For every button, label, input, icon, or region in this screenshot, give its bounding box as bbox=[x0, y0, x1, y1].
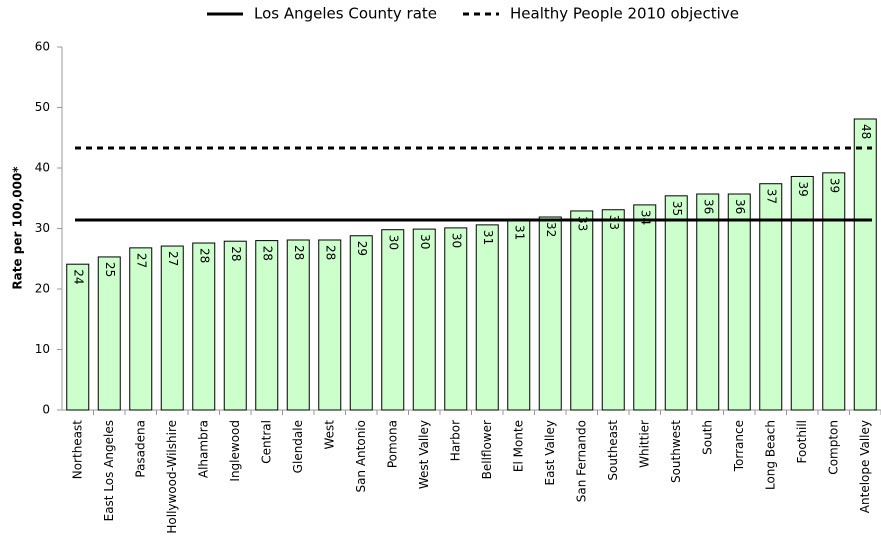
x-tick-label: Inglewood bbox=[228, 420, 242, 482]
value-label: 27 bbox=[134, 253, 148, 268]
x-tick-label: Long Beach bbox=[763, 420, 777, 490]
x-tick-label: Southeast bbox=[606, 420, 620, 481]
y-tick-label: 10 bbox=[35, 342, 50, 356]
x-tick-label: Torrance bbox=[732, 420, 746, 472]
value-label: 29 bbox=[355, 241, 369, 256]
value-label: 36 bbox=[701, 199, 715, 214]
x-tick-label: West Valley bbox=[417, 420, 431, 489]
x-tick-label: Alhambra bbox=[196, 420, 210, 478]
bar bbox=[286, 239, 310, 411]
y-tick-label: 20 bbox=[35, 282, 50, 296]
bar bbox=[790, 175, 814, 411]
bar bbox=[507, 219, 531, 411]
bar bbox=[570, 210, 594, 411]
value-label: 34 bbox=[638, 210, 652, 225]
bar bbox=[759, 183, 783, 411]
y-axis-label: Rate per 100,000* bbox=[11, 166, 25, 290]
value-label: 33 bbox=[607, 215, 621, 230]
bar bbox=[412, 228, 436, 411]
bar bbox=[318, 239, 342, 411]
y-tick-label: 60 bbox=[35, 40, 50, 54]
bar bbox=[66, 263, 90, 411]
bar bbox=[853, 118, 877, 411]
bar bbox=[538, 216, 562, 411]
bar bbox=[696, 193, 720, 411]
y-tick-label: 50 bbox=[35, 100, 50, 114]
x-tick-label: Pomona bbox=[385, 420, 399, 468]
x-tick-label: East Valley bbox=[543, 420, 557, 486]
bar bbox=[664, 195, 688, 411]
value-label: 31 bbox=[512, 225, 526, 240]
legend-label: Los Angeles County rate bbox=[254, 5, 437, 23]
x-tick-label: Bellflower bbox=[480, 420, 494, 479]
value-label: 28 bbox=[197, 248, 211, 263]
value-label: 48 bbox=[859, 124, 873, 139]
x-tick-label: Central bbox=[259, 420, 273, 464]
bar bbox=[601, 209, 625, 411]
bar bbox=[822, 172, 846, 411]
x-tick-label: El Monte bbox=[511, 420, 525, 472]
bar bbox=[475, 224, 499, 411]
bar bbox=[349, 235, 373, 411]
value-label: 39 bbox=[827, 178, 841, 193]
x-tick-label: Glendale bbox=[291, 420, 305, 473]
bar bbox=[129, 247, 153, 411]
bar bbox=[97, 256, 121, 411]
bar bbox=[192, 242, 216, 411]
bar bbox=[727, 193, 751, 411]
value-label: 28 bbox=[292, 245, 306, 260]
value-label: 30 bbox=[386, 235, 400, 250]
x-tick-label: Southwest bbox=[669, 420, 683, 483]
value-label: 32 bbox=[544, 222, 558, 237]
bar bbox=[223, 240, 247, 411]
value-label: 27 bbox=[166, 251, 180, 266]
value-label: 28 bbox=[323, 245, 337, 260]
x-tick-label: Northeast bbox=[70, 420, 84, 480]
x-tick-label: West bbox=[322, 420, 336, 450]
x-tick-label: San Antonio bbox=[354, 420, 368, 493]
y-tick-label: 30 bbox=[35, 221, 50, 235]
bar bbox=[255, 240, 279, 411]
bar bbox=[444, 227, 468, 411]
value-label: 31 bbox=[481, 230, 495, 245]
x-tick-label: Harbor bbox=[448, 420, 462, 461]
value-label: 37 bbox=[764, 189, 778, 204]
y-tick-label: 0 bbox=[42, 403, 50, 417]
bar bbox=[160, 245, 184, 411]
value-label: 24 bbox=[71, 269, 85, 284]
value-label: 35 bbox=[670, 201, 684, 216]
x-tick-label: South bbox=[700, 420, 714, 455]
value-label: 30 bbox=[418, 234, 432, 249]
x-tick-label: Foothill bbox=[795, 420, 809, 463]
value-label: 28 bbox=[260, 246, 274, 261]
value-label: 39 bbox=[796, 181, 810, 196]
value-label: 30 bbox=[449, 233, 463, 248]
x-tick-label: Pasadena bbox=[133, 420, 147, 478]
y-tick-label: 40 bbox=[35, 161, 50, 175]
bar bbox=[633, 204, 657, 411]
bar bbox=[381, 229, 405, 411]
x-tick-label: Hollywood-Wilshire bbox=[165, 420, 179, 534]
x-tick-label: Compton bbox=[826, 420, 840, 475]
value-label: 25 bbox=[103, 262, 117, 277]
x-tick-label: Antelope Valley bbox=[858, 420, 872, 513]
x-tick-label: Whittier bbox=[637, 420, 651, 468]
value-label: 28 bbox=[229, 246, 243, 261]
value-label: 36 bbox=[733, 199, 747, 214]
x-tick-label: East Los Angeles bbox=[102, 420, 116, 521]
value-label: 33 bbox=[575, 216, 589, 231]
x-tick-label: San Fernando bbox=[574, 420, 588, 502]
legend-label: Healthy People 2010 objective bbox=[510, 5, 739, 23]
